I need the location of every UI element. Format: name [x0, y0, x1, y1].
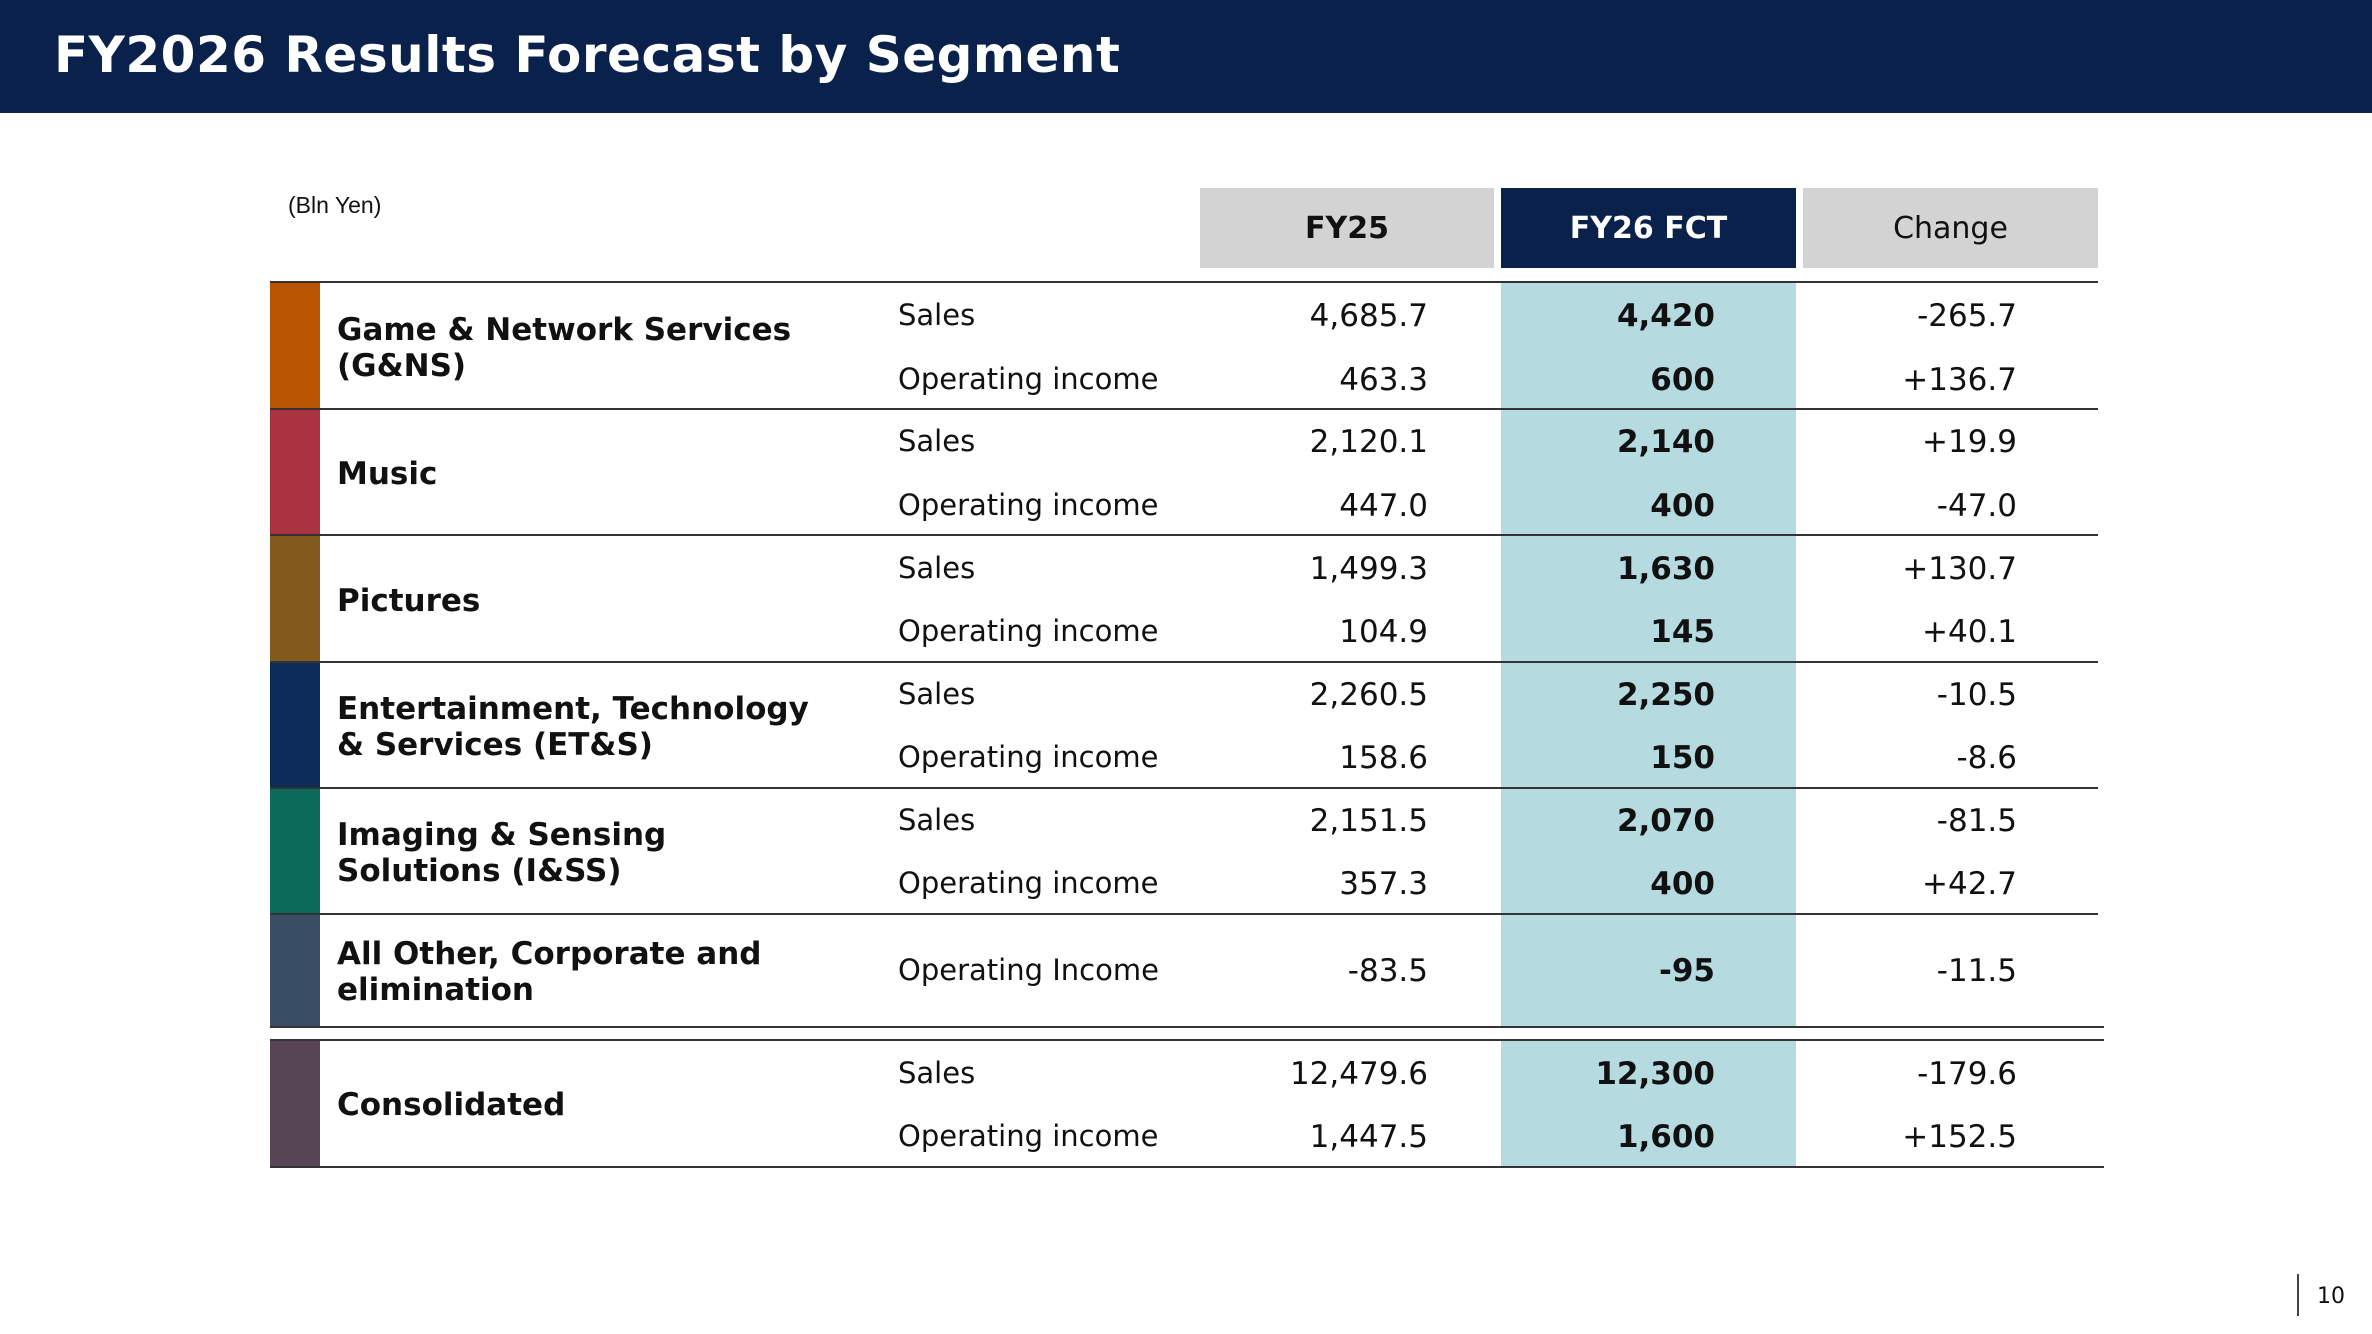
fy26-value: 400	[1650, 488, 1715, 524]
change-value: -179.6	[1917, 1056, 2017, 1092]
table-rule	[270, 787, 2098, 789]
table-rule	[270, 913, 2098, 915]
page-number: 10	[2317, 1284, 2345, 1309]
title-bar: FY2026 Results Forecast by Segment	[0, 0, 2372, 113]
fy25-value: 2,120.1	[1309, 424, 1428, 460]
segment-name: Music	[337, 456, 438, 492]
segment-color-swatch	[270, 536, 320, 661]
change-value: -47.0	[1936, 488, 2017, 524]
column-header-fy26-fct: FY26 FCT	[1501, 188, 1796, 268]
fy26-value: 1,630	[1616, 551, 1715, 587]
fy25-value: 447.0	[1339, 488, 1428, 524]
fy26-value: 4,420	[1616, 298, 1715, 334]
change-value: +42.7	[1922, 866, 2017, 902]
fy26-value: 400	[1650, 866, 1715, 902]
fy25-value: -83.5	[1347, 953, 1428, 989]
segment-name: Consolidated	[337, 1087, 566, 1123]
metric-label: Sales	[898, 298, 976, 332]
change-value: -265.7	[1917, 298, 2017, 334]
table-rule	[270, 1026, 2104, 1028]
segment-color-swatch	[270, 1041, 320, 1166]
metric-label: Sales	[898, 424, 976, 458]
fy25-value: 463.3	[1339, 362, 1428, 398]
metric-label: Operating income	[898, 1119, 1159, 1153]
table-rule	[270, 661, 2098, 663]
change-value: +136.7	[1902, 362, 2017, 398]
segment-name: All Other, Corporate and elimination	[337, 936, 762, 1008]
fy26-value: -95	[1658, 953, 1715, 989]
fy25-value: 1,447.5	[1309, 1119, 1428, 1155]
metric-label: Operating Income	[898, 953, 1159, 987]
segment-color-swatch	[270, 789, 320, 913]
column-header-change: Change	[1803, 188, 2098, 268]
segment-color-swatch	[270, 915, 320, 1026]
metric-label: Sales	[898, 677, 976, 711]
segment-color-swatch	[270, 410, 320, 534]
segment-color-swatch	[270, 663, 320, 787]
fy26-value: 145	[1650, 614, 1715, 650]
metric-label: Operating income	[898, 488, 1159, 522]
change-value: +130.7	[1902, 551, 2017, 587]
metric-label: Sales	[898, 551, 976, 585]
segment-name: Entertainment, Technology & Services (ET…	[337, 691, 809, 763]
change-value: +152.5	[1902, 1119, 2017, 1155]
page-number-divider	[2297, 1274, 2299, 1316]
segment-name: Pictures	[337, 583, 481, 619]
fy26-value: 150	[1650, 740, 1715, 776]
fy25-value: 104.9	[1339, 614, 1428, 650]
table-rule	[270, 534, 2098, 536]
column-header-fy25: FY25	[1200, 188, 1494, 268]
fy25-value: 2,260.5	[1309, 677, 1428, 713]
change-value: -11.5	[1936, 953, 2017, 989]
fy25-value: 1,499.3	[1309, 551, 1428, 587]
fy26-value: 1,600	[1616, 1119, 1715, 1155]
change-value: -81.5	[1936, 803, 2017, 839]
fy26-highlight-band	[1501, 283, 1796, 1028]
fy25-value: 2,151.5	[1309, 803, 1428, 839]
segment-name: Imaging & Sensing Solutions (I&SS)	[337, 817, 667, 889]
metric-label: Sales	[898, 1056, 976, 1090]
metric-label: Operating income	[898, 866, 1159, 900]
fy26-value: 2,070	[1616, 803, 1715, 839]
metric-label: Operating income	[898, 740, 1159, 774]
fy25-value: 158.6	[1339, 740, 1428, 776]
fy26-value: 12,300	[1595, 1056, 1715, 1092]
unit-label: (Bln Yen)	[288, 192, 382, 218]
page-title: FY2026 Results Forecast by Segment	[54, 26, 1121, 84]
metric-label: Operating income	[898, 614, 1159, 648]
fy26-value: 2,250	[1616, 677, 1715, 713]
table-rule	[270, 1166, 2104, 1168]
metric-label: Operating income	[898, 362, 1159, 396]
fy25-value: 357.3	[1339, 866, 1428, 902]
fy26-value: 600	[1650, 362, 1715, 398]
change-value: -8.6	[1956, 740, 2018, 776]
fy26-value: 2,140	[1616, 424, 1715, 460]
table-rule	[270, 281, 2098, 283]
table-rule	[270, 408, 2098, 410]
table-rule	[270, 1039, 2104, 1041]
change-value: -10.5	[1936, 677, 2017, 713]
fy26-highlight-band-consolidated	[1501, 1040, 1796, 1167]
metric-label: Sales	[898, 803, 976, 837]
change-value: +19.9	[1922, 424, 2017, 460]
fy25-value: 4,685.7	[1309, 298, 1428, 334]
fy25-value: 12,479.6	[1289, 1056, 1428, 1092]
segment-color-swatch	[270, 283, 320, 408]
segment-name: Game & Network Services (G&NS)	[337, 312, 792, 384]
change-value: +40.1	[1922, 614, 2017, 650]
